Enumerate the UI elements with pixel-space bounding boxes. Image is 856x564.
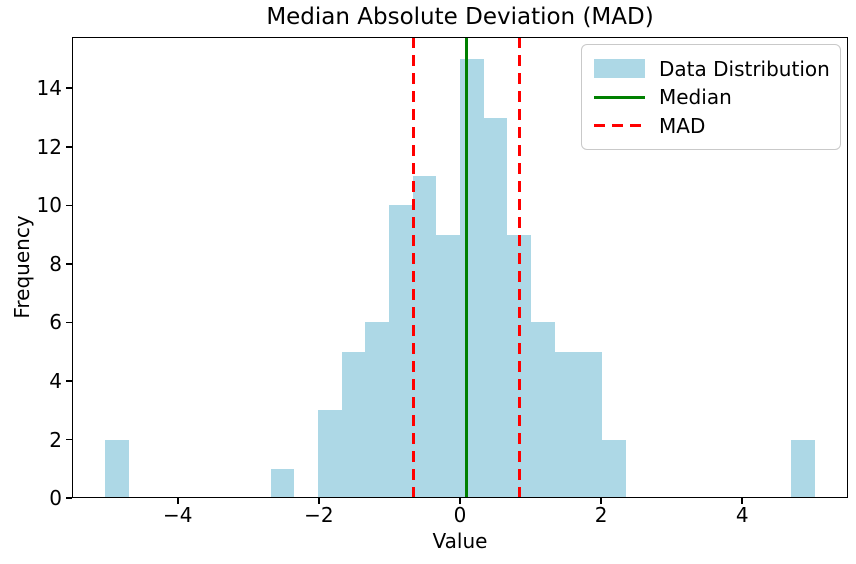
- histogram-bar: [318, 410, 342, 498]
- y-tick-mark: [65, 263, 72, 265]
- legend-label: MAD: [659, 113, 706, 138]
- histogram-bar: [483, 117, 508, 498]
- x-tick-label: −2: [304, 503, 334, 527]
- x-tick-label: 0: [453, 503, 467, 527]
- histogram-bar: [105, 439, 129, 498]
- y-tick-mark: [65, 204, 72, 207]
- legend-item-median: Median: [594, 84, 828, 111]
- histogram-bar: [601, 439, 626, 498]
- x-tick-mark: [177, 498, 179, 504]
- mad-line-swatch-icon: [594, 124, 645, 127]
- y-tick-label: 0: [49, 486, 62, 510]
- histogram-bar: [341, 351, 366, 498]
- mad-line: [517, 37, 521, 498]
- histogram-bar: [459, 59, 484, 498]
- plot-area: Data Distribution Median MAD: [72, 37, 848, 498]
- x-tick-mark: [318, 498, 320, 504]
- legend-label: Median: [659, 85, 732, 109]
- histogram-bar: [412, 176, 437, 498]
- legend-item-data-distribution: Data Distribution: [594, 55, 830, 82]
- y-tick-label: 12: [36, 134, 62, 159]
- histogram-bar: [436, 234, 460, 498]
- histogram-bar: [554, 351, 579, 498]
- x-tick-label: 4: [735, 503, 749, 527]
- y-tick-label: 8: [49, 251, 62, 276]
- y-tick-mark: [65, 497, 72, 499]
- histogram-bar: [791, 439, 815, 498]
- y-tick-mark: [65, 438, 72, 441]
- histogram-bar: [365, 322, 389, 498]
- legend: Data Distribution Median MAD: [581, 44, 841, 150]
- y-tick-mark: [65, 87, 72, 89]
- mad-line: [411, 37, 415, 498]
- histogram-swatch-icon: [594, 59, 645, 78]
- y-tick-mark: [65, 146, 72, 148]
- y-tick-label: 4: [49, 368, 62, 393]
- y-tick-mark: [65, 380, 72, 382]
- legend-label: Data Distribution: [659, 56, 830, 81]
- histogram-bar: [530, 322, 555, 498]
- legend-item-mad: MAD: [594, 112, 828, 139]
- chart-title: Median Absolute Deviation (MAD): [266, 4, 654, 30]
- median-line-swatch-icon: [594, 95, 645, 99]
- y-tick-label: 6: [49, 310, 62, 335]
- y-axis-label: Frequency: [10, 215, 34, 319]
- histogram-bar: [389, 205, 413, 498]
- y-tick-label: 14: [36, 76, 62, 101]
- histogram-bar: [578, 351, 602, 498]
- x-tick-mark: [741, 498, 743, 504]
- y-tick-label: 10: [36, 193, 62, 218]
- x-tick-label: −4: [163, 503, 193, 527]
- x-axis-label: Value: [432, 529, 488, 553]
- x-tick-mark: [600, 498, 602, 504]
- y-tick-mark: [65, 321, 72, 324]
- x-tick-label: 2: [594, 503, 608, 527]
- y-tick-label: 2: [49, 427, 62, 452]
- median-line: [465, 37, 469, 498]
- x-tick-mark: [459, 498, 461, 504]
- histogram-bar: [270, 468, 295, 498]
